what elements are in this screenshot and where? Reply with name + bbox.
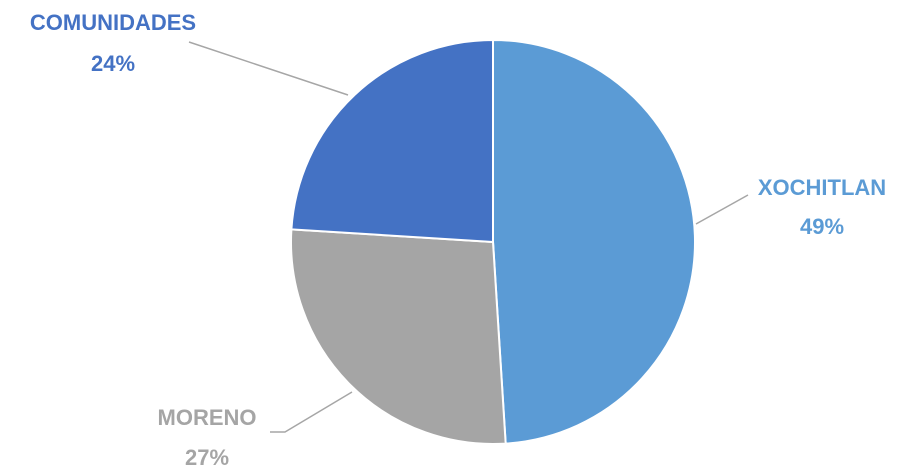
pie-slices	[290, 39, 696, 445]
leader-lines	[188, 41, 749, 433]
leader-line-comunidades	[188, 41, 349, 96]
pie-slice-xochitlan	[492, 39, 696, 445]
slice-percent-label: 49%	[800, 214, 844, 239]
slice-percent-label: 24%	[91, 51, 135, 76]
leader-line-moreno	[270, 391, 353, 433]
slice-percent-label: 27%	[185, 445, 229, 470]
leader-line-xochitlan	[695, 194, 749, 225]
slice-category-label: XOCHITLAN	[758, 175, 886, 200]
pie-slice-moreno	[290, 228, 507, 445]
slice-category-label: MORENO	[158, 405, 257, 430]
slice-labels: XOCHITLAN 49% MORENO 27% COMUNIDADES 24%	[30, 10, 886, 470]
pie-slice-comunidades	[290, 39, 494, 243]
slice-category-label: COMUNIDADES	[30, 10, 196, 35]
